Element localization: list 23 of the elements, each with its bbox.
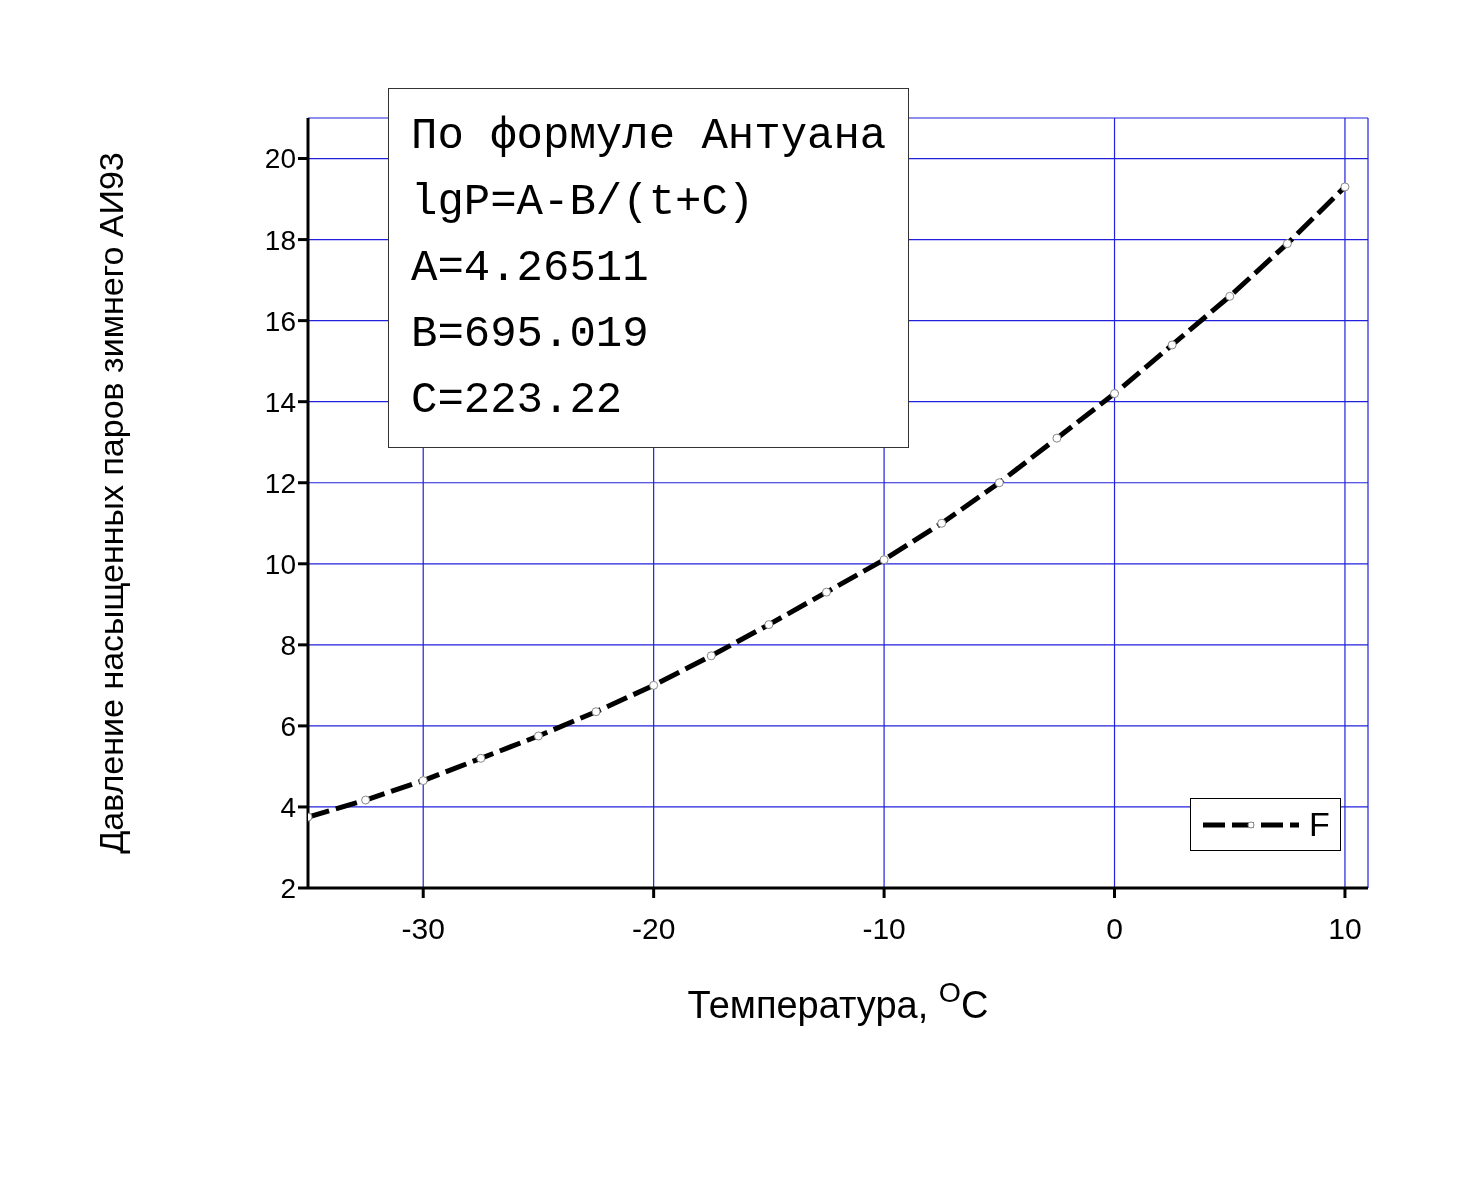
x-axis-title: Температура, $^{O}$C	[687, 976, 989, 1026]
y-tick-label: 10	[264, 548, 296, 580]
y-tick-label: 8	[280, 629, 296, 661]
y-tick-label: 14	[264, 386, 296, 418]
x-tick-label: -10	[862, 912, 906, 946]
x-tick-label: 0	[1106, 912, 1123, 946]
annotation: По формуле Антуана	[411, 110, 887, 163]
x-tick-label: 10	[1328, 912, 1362, 946]
y-tick-label: 4	[280, 791, 296, 823]
y-tick-label: 20	[264, 143, 296, 175]
y-tick-label: 16	[264, 305, 296, 337]
x-tick-label: -20	[631, 912, 676, 946]
annotation: C=223.22	[411, 374, 624, 427]
y-tick-label: 12	[264, 467, 296, 499]
x-tick-label: -30	[401, 912, 445, 946]
annotation: B=695.019	[411, 308, 650, 361]
legend-label: F	[1309, 805, 1330, 844]
y-tick-label: 6	[280, 710, 296, 742]
annotation: lgP=A-B/(t+C)	[411, 176, 756, 229]
annotation: A=4.26511	[411, 242, 650, 295]
y-tick-label: 2	[280, 872, 296, 904]
y-tick-label: 18	[264, 224, 296, 256]
y-axis-title: Давление насыщенных паров зимнего АИ93	[92, 152, 130, 854]
